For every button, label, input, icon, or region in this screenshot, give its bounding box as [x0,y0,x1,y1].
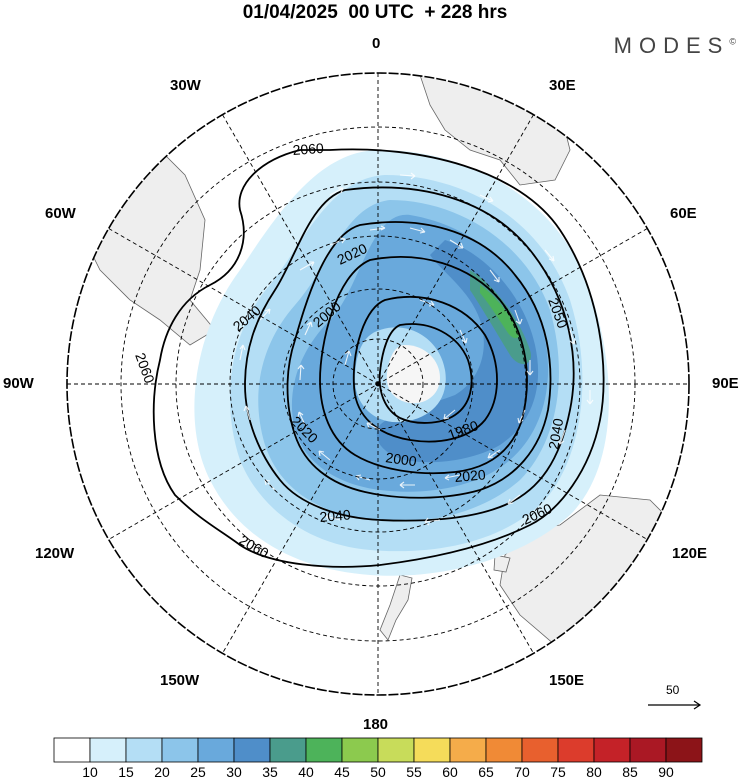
colorbar-cell [449,737,487,763]
contour-2020 [286,221,552,499]
lon-label-90e: 90E [712,375,739,392]
reference-vector-value: 50 [666,683,680,697]
colorbar-cell [269,737,307,763]
brand-logo: MODES© [614,33,736,59]
colorbar-tick-label: 25 [190,764,206,780]
land-new-zealand [379,574,413,641]
wind-vectors [239,172,594,526]
contour-2060 [152,148,605,568]
map-title: 01/04/2025 00 UTC + 228 hrs [242,2,508,23]
contour-label: 2000 [385,449,418,469]
lon-label-60w: 60W [45,205,76,222]
colorbar-cell [593,737,631,763]
contour-1960 [378,323,473,424]
contour-label: 2060 [292,140,324,158]
lon-label-150w: 150W [160,672,200,689]
colorbar-cell [341,737,379,763]
contour-label: 2020 [454,466,487,485]
colorbar-cell [89,737,127,763]
colorbar-cell [233,737,271,763]
colorbar-tick-label: 20 [154,764,170,780]
colorbar-tick-label: 10 [82,764,98,780]
contour-label: 2040 [319,506,352,525]
reference-vector-arrow [648,700,702,710]
lon-label-120e: 120E [672,545,708,562]
colorbar-tick-label: 90 [658,764,674,780]
colorbar-cell [521,737,559,763]
colorbar-tick-label: 15 [118,764,134,780]
colorbar-tick-label: 65 [478,764,494,780]
colorbar-cell [161,737,199,763]
colorbar-tick-label: 70 [514,764,530,780]
land-tasmania [493,554,511,573]
colorbar-cell [413,737,451,763]
colorbar [53,737,703,763]
colorbar-tick-label: 60 [442,764,458,780]
shade-centre-white [386,345,440,404]
lon-label-30w: 30W [170,77,201,94]
shade-45 [480,285,520,339]
colorbar-tick-label: 35 [262,764,278,780]
colorbar-cell [665,737,703,763]
brand-mark: © [729,36,736,47]
lon-label-90w: 90W [3,375,34,392]
colorbar-tick-label: 80 [586,764,602,780]
colorbar-tick-label: 45 [334,764,350,780]
brand-name: MODES [613,33,730,58]
south-pole-marker [375,381,381,387]
colorbar-tick-label: 75 [550,764,566,780]
colorbar-cell [197,737,235,763]
colorbar-cell [125,737,163,763]
colorbar-cell [377,737,415,763]
colorbar-cell [305,737,343,763]
colorbar-tick-label: 55 [406,764,422,780]
colorbar-cell [557,737,595,763]
map-boundary [66,72,690,696]
lon-label-120w: 120W [35,545,75,562]
colorbar-tick-label: 30 [226,764,242,780]
colorbar-tick-label: 50 [370,764,386,780]
colorbar-cell [629,737,667,763]
lon-label-30e: 30E [549,77,576,94]
lon-label-60e: 60E [670,205,697,222]
lon-label-180: 180 [363,716,389,733]
lon-label-0: 0 [372,35,381,52]
colorbar-cell [485,737,523,763]
lon-label-150e: 150E [549,672,585,689]
colorbar-tick-label: 40 [298,764,314,780]
contour-2000 [319,256,528,475]
colorbar-tick-label: 85 [622,764,638,780]
colorbar-cell [53,737,91,763]
contour-label: 2040 [545,417,566,451]
